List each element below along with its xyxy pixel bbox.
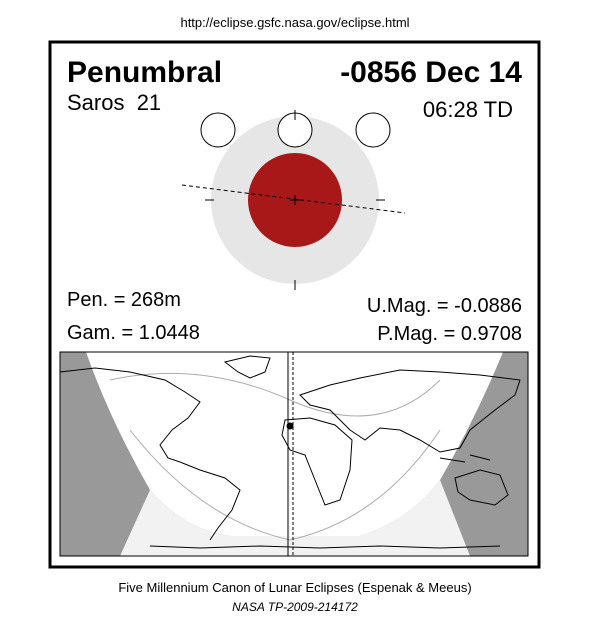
source-url: http://eclipse.gsfc.nasa.gov/eclipse.htm… bbox=[180, 15, 409, 30]
moon bbox=[355, 112, 391, 148]
contour bbox=[109, 372, 441, 417]
report-credit: NASA TP-2009-214172 bbox=[232, 600, 358, 614]
coastlines bbox=[59, 355, 521, 549]
canon-credit: Five Millennium Canon of Lunar Eclipses … bbox=[118, 580, 471, 595]
penumbral-duration: Pen. = 268m bbox=[67, 289, 181, 311]
partial-region bbox=[120, 480, 470, 556]
saros: Saros 21 bbox=[67, 90, 161, 115]
eclipse-time: 06:28 TD bbox=[423, 97, 513, 122]
gamma: Gam. = 1.0448 bbox=[67, 322, 200, 344]
contour bbox=[129, 429, 441, 541]
map-border bbox=[59, 351, 529, 557]
subsolar-point bbox=[286, 422, 294, 430]
eclipse-date: -0856 Dec 14 bbox=[340, 56, 522, 89]
moon-path bbox=[181, 184, 406, 214]
eclipse-type: Penumbral bbox=[67, 56, 222, 89]
shadow-diagram bbox=[181, 110, 406, 290]
moon bbox=[200, 112, 236, 148]
world-map bbox=[59, 351, 529, 557]
night-edge bbox=[60, 352, 528, 556]
umbral-magnitude: U.Mag. = -0.0886 bbox=[367, 295, 522, 317]
penumbral-magnitude: P.Mag. = 0.9708 bbox=[377, 323, 522, 345]
visible-region bbox=[86, 352, 503, 536]
